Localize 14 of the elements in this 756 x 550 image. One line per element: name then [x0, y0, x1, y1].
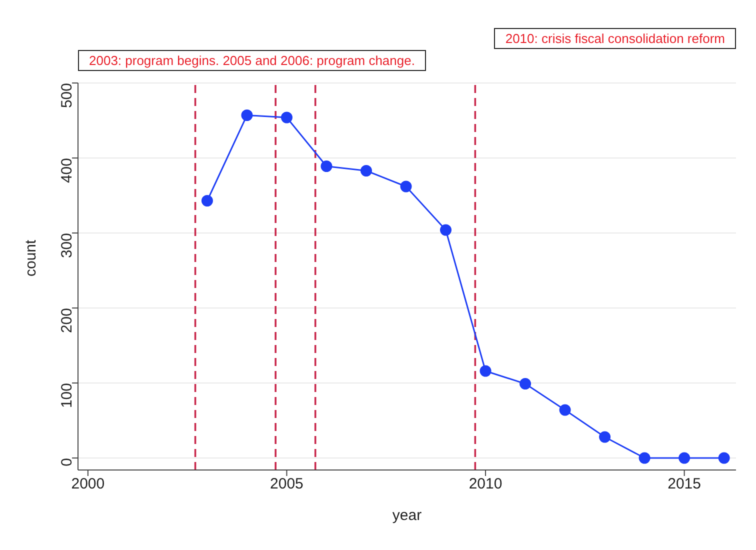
x-tick-label: 2005	[270, 476, 304, 493]
y-tick-label: 200	[58, 308, 76, 334]
y-tick-label: 0	[58, 458, 76, 466]
x-tick-label: 2000	[71, 476, 105, 493]
x-axis-title: year	[392, 507, 422, 524]
y-tick-label: 400	[58, 158, 76, 184]
y-tick-label: 300	[58, 233, 76, 258]
y-tick-label: 500	[58, 83, 76, 108]
text: 2010: crisis fiscal consolidation reform	[494, 28, 736, 49]
y-axis-title: count	[22, 238, 40, 276]
x-tick-label: 2010	[468, 476, 502, 493]
y-tick-label: 100	[58, 383, 76, 408]
text: 2003: program begins. 2005 and 2006: program change.	[78, 50, 426, 71]
x-tick-label: 2015	[668, 476, 701, 493]
